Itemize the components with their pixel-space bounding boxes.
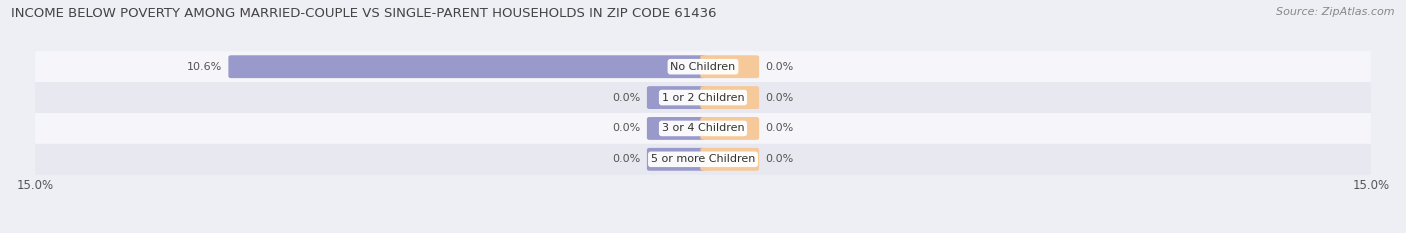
FancyBboxPatch shape bbox=[647, 117, 706, 140]
Text: 0.0%: 0.0% bbox=[765, 62, 793, 72]
Text: 0.0%: 0.0% bbox=[765, 93, 793, 103]
Text: 1 or 2 Children: 1 or 2 Children bbox=[662, 93, 744, 103]
Text: 3 or 4 Children: 3 or 4 Children bbox=[662, 123, 744, 134]
FancyBboxPatch shape bbox=[700, 86, 759, 109]
Text: 10.6%: 10.6% bbox=[187, 62, 222, 72]
FancyBboxPatch shape bbox=[647, 148, 706, 171]
FancyBboxPatch shape bbox=[700, 55, 759, 78]
Text: 0.0%: 0.0% bbox=[613, 154, 641, 164]
FancyBboxPatch shape bbox=[35, 51, 1371, 82]
FancyBboxPatch shape bbox=[35, 113, 1371, 144]
Text: INCOME BELOW POVERTY AMONG MARRIED-COUPLE VS SINGLE-PARENT HOUSEHOLDS IN ZIP COD: INCOME BELOW POVERTY AMONG MARRIED-COUPL… bbox=[11, 7, 717, 20]
FancyBboxPatch shape bbox=[647, 86, 706, 109]
Text: 0.0%: 0.0% bbox=[613, 93, 641, 103]
FancyBboxPatch shape bbox=[700, 117, 759, 140]
Text: No Children: No Children bbox=[671, 62, 735, 72]
FancyBboxPatch shape bbox=[228, 55, 706, 78]
Text: Source: ZipAtlas.com: Source: ZipAtlas.com bbox=[1277, 7, 1395, 17]
Text: 0.0%: 0.0% bbox=[765, 123, 793, 134]
Text: 0.0%: 0.0% bbox=[765, 154, 793, 164]
FancyBboxPatch shape bbox=[700, 148, 759, 171]
Text: 5 or more Children: 5 or more Children bbox=[651, 154, 755, 164]
FancyBboxPatch shape bbox=[35, 144, 1371, 175]
FancyBboxPatch shape bbox=[35, 82, 1371, 113]
Text: 0.0%: 0.0% bbox=[613, 123, 641, 134]
